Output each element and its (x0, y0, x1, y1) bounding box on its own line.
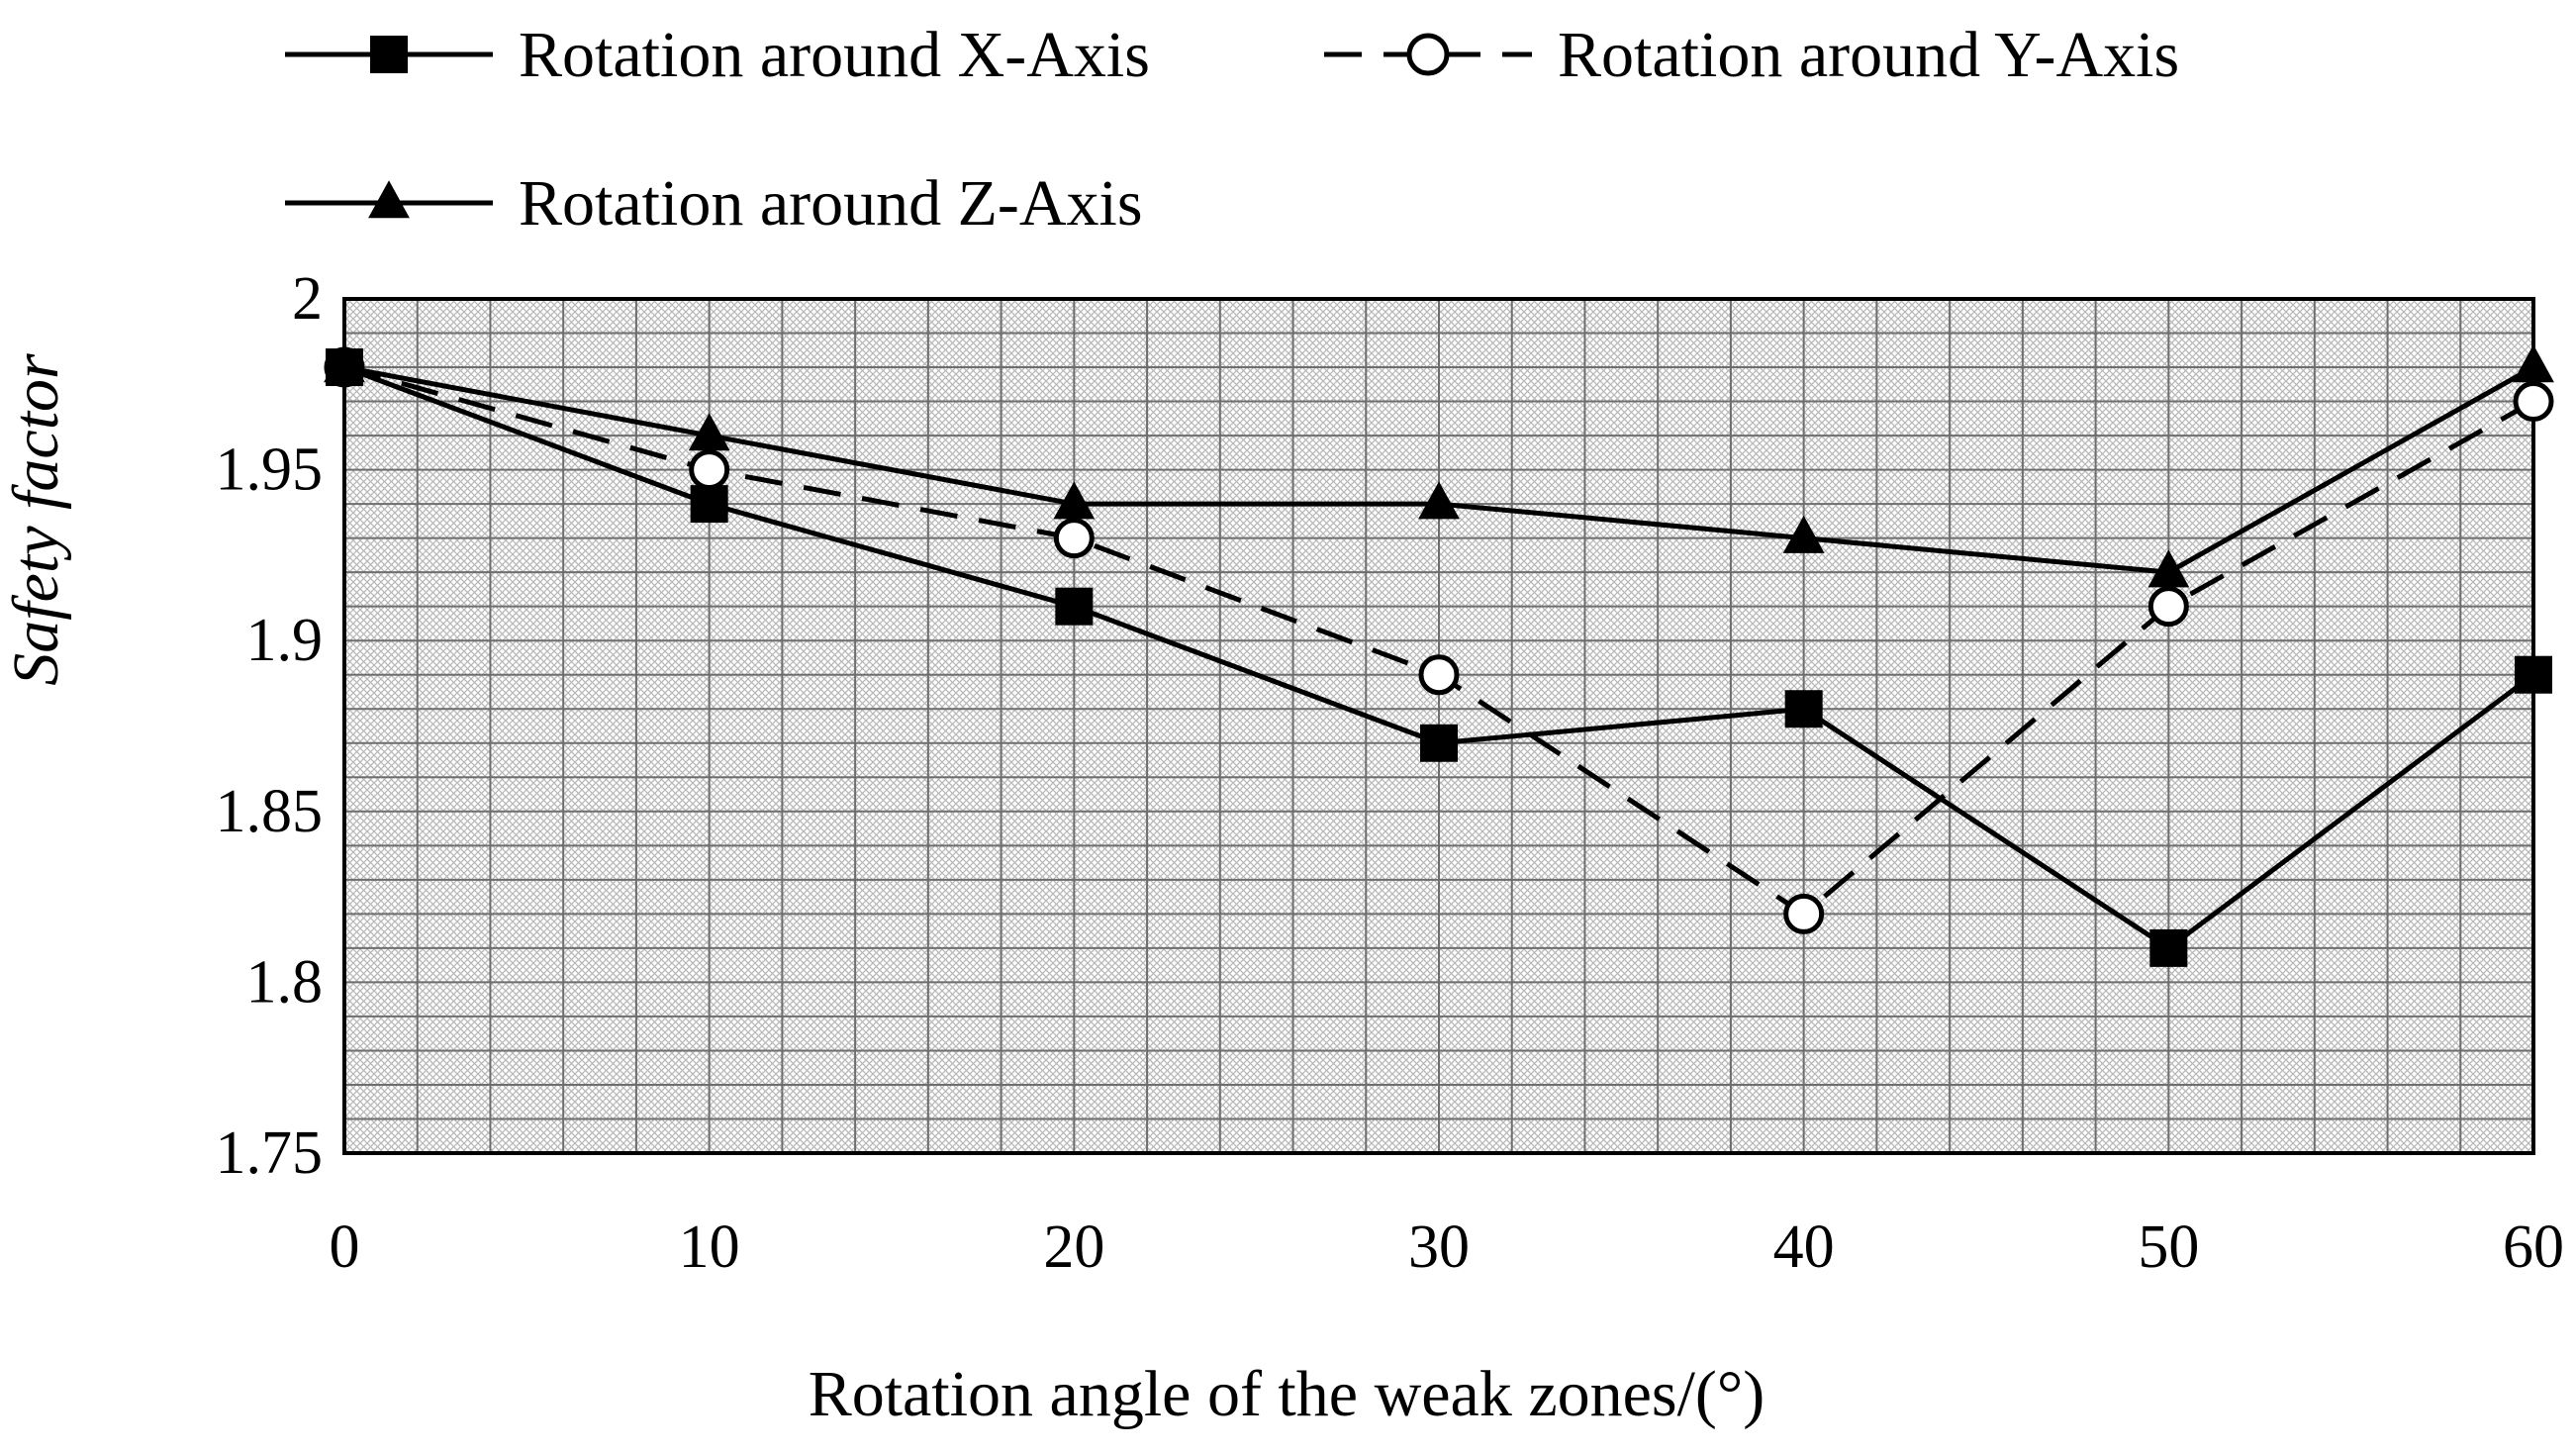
legend-marker (1406, 33, 1450, 76)
data-point (1418, 481, 1460, 520)
legend-item-1: Rotation around X-Axis (285, 19, 1150, 91)
x-tick-label: 0 (330, 1213, 360, 1281)
legend-label: Rotation around Y-Axis (1558, 19, 2179, 91)
data-point (1418, 654, 1460, 696)
data-point (1055, 587, 1094, 626)
x-tick-label: 20 (1043, 1213, 1104, 1281)
y-tick-label: 1.85 (216, 778, 324, 845)
y-axis-title: Safety factor (0, 353, 72, 686)
data-point (1784, 690, 1823, 728)
legend-marker (370, 36, 408, 73)
y-axis-ticks: 1.75 1.8 1.85 1.9 1.95 2 (216, 265, 324, 1187)
legend-label: Rotation around X-Axis (519, 19, 1150, 91)
data-point (2513, 344, 2554, 383)
x-tick-label: 50 (2138, 1213, 2199, 1281)
legend-marker (368, 180, 410, 219)
data-point (1420, 724, 1458, 762)
x-tick-label: 30 (1408, 1213, 1470, 1281)
data-point (326, 348, 363, 387)
data-point (1783, 893, 1825, 934)
y-tick-label: 1.8 (246, 948, 324, 1016)
y-tick-label: 1.9 (246, 607, 324, 674)
series-1-markers (326, 348, 2552, 967)
x-axis-ticks: 0 10 20 30 40 50 60 (330, 1213, 2565, 1281)
legend: Rotation around X-Axis Rotation around Y-… (285, 19, 2179, 240)
legend-item-3: Rotation around Z-Axis (285, 167, 1143, 240)
x-tick-label: 40 (1773, 1213, 1835, 1281)
legend-label: Rotation around Z-Axis (519, 167, 1143, 240)
x-tick-label: 10 (679, 1213, 740, 1281)
y-tick-label: 2 (292, 265, 323, 333)
y-tick-label: 1.95 (216, 436, 324, 504)
y-tick-label: 1.75 (216, 1119, 324, 1187)
data-point (1782, 515, 1825, 553)
data-point (2147, 586, 2189, 628)
series-group (324, 344, 2554, 967)
data-point (1053, 518, 1095, 559)
data-point (2513, 381, 2554, 423)
data-point (2515, 655, 2552, 694)
plot-frame (342, 297, 2535, 1155)
data-point (690, 485, 728, 524)
x-tick-label: 60 (2503, 1213, 2564, 1281)
data-point (689, 449, 730, 491)
data-point (2147, 549, 2190, 588)
x-axis-title: Rotation angle of the weak zones/(°) (809, 1358, 1765, 1430)
data-point (688, 413, 730, 451)
data-point (2149, 928, 2188, 967)
legend-item-2: Rotation around Y-Axis (1324, 19, 2179, 91)
data-point (1053, 481, 1096, 520)
